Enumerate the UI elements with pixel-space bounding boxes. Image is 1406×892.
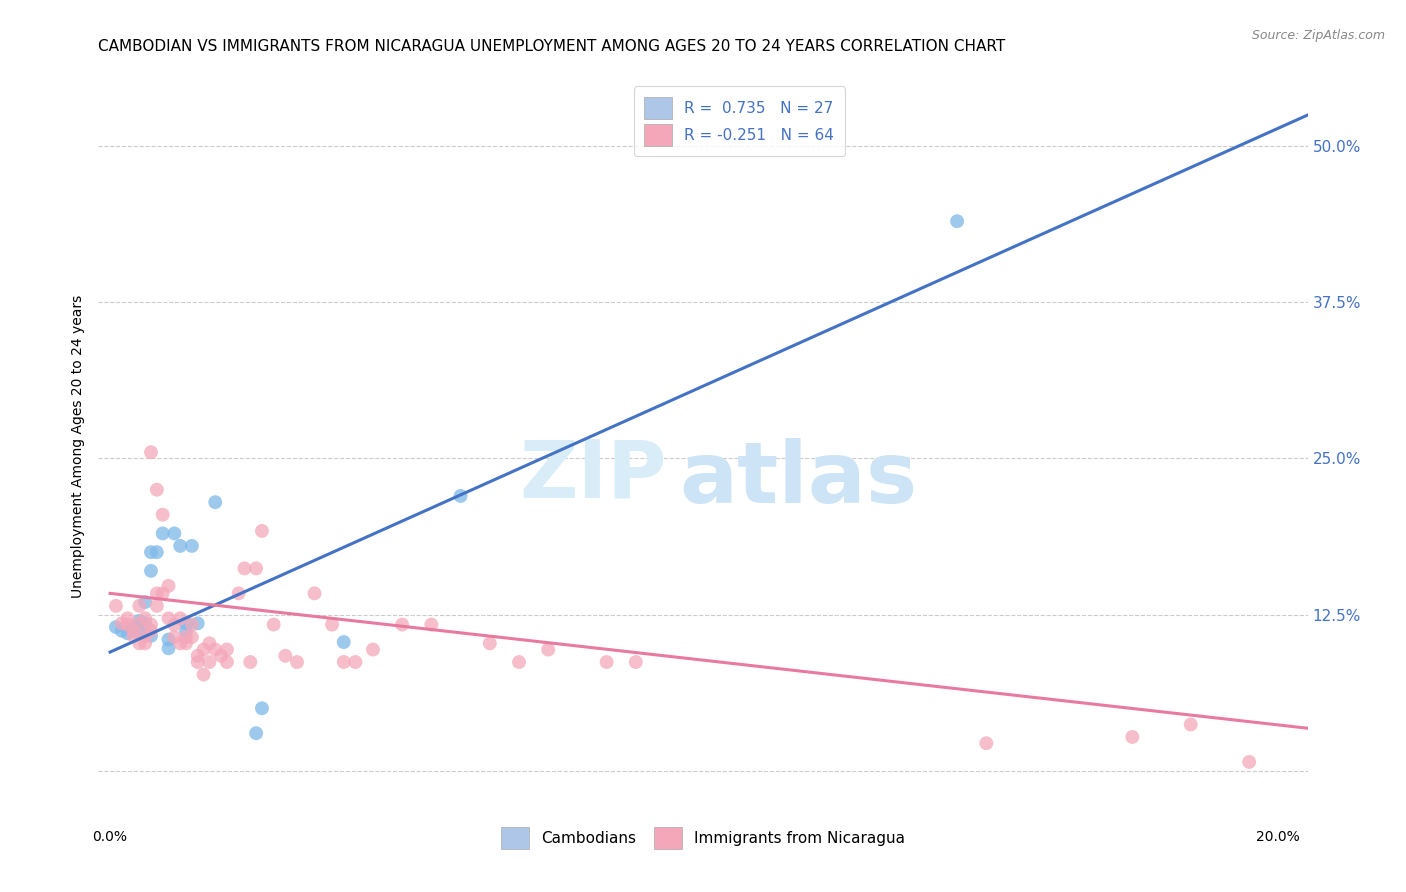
Point (128, 614, 150, 628)
Point (134, 629, 156, 643)
Point (169, 636, 191, 650)
Point (163, 630, 186, 644)
Point (180, 630, 202, 644)
Point (193, 642, 215, 657)
Point (193, 667, 215, 681)
Point (169, 611, 191, 625)
Point (128, 616, 150, 631)
Point (478, 636, 501, 650)
Point (239, 655, 262, 669)
Point (139, 445, 162, 459)
Point (304, 586, 326, 600)
Point (157, 611, 180, 625)
Point (117, 626, 139, 640)
Point (157, 641, 180, 656)
Point (174, 630, 197, 644)
Point (139, 545, 162, 559)
Title: CAMBODIAN VS IMMIGRANTS FROM NICARAGUA UNEMPLOYMENT AMONG AGES 20 TO 24 YEARS CO: CAMBODIAN VS IMMIGRANTS FROM NICARAGUA U… (98, 38, 1005, 54)
Y-axis label: Unemployment Among Ages 20 to 24 years: Unemployment Among Ages 20 to 24 years (70, 294, 84, 598)
Point (122, 620, 145, 634)
Point (122, 629, 145, 643)
Point (163, 526, 186, 541)
Point (157, 632, 180, 647)
Point (624, 655, 647, 669)
Point (157, 579, 180, 593)
Point (361, 642, 384, 657)
Point (1180, 717, 1202, 731)
Point (321, 617, 343, 632)
Point (134, 595, 156, 609)
Point (104, 620, 127, 634)
Point (245, 726, 267, 740)
Point (198, 655, 221, 669)
Point (946, 214, 969, 228)
Point (139, 629, 162, 643)
Point (134, 611, 156, 625)
Point (134, 636, 156, 650)
Point (250, 524, 273, 538)
Point (537, 642, 560, 657)
Point (274, 648, 297, 663)
Point (263, 617, 285, 632)
Point (146, 586, 169, 600)
Point (344, 655, 367, 669)
Point (391, 617, 413, 632)
Point (174, 624, 197, 638)
Point (198, 636, 221, 650)
Point (146, 545, 169, 559)
Point (139, 624, 162, 638)
Point (117, 611, 139, 625)
Point (163, 617, 186, 632)
Legend: Cambodians, Immigrants from Nicaragua: Cambodians, Immigrants from Nicaragua (492, 818, 914, 858)
Point (204, 495, 226, 509)
Point (134, 616, 156, 631)
Point (974, 736, 997, 750)
Point (152, 526, 174, 541)
Point (174, 636, 197, 650)
Point (1121, 730, 1143, 744)
Point (332, 635, 354, 649)
Point (146, 599, 169, 613)
Point (104, 599, 127, 613)
Point (128, 636, 150, 650)
Point (215, 655, 238, 669)
Point (180, 539, 202, 553)
Point (209, 648, 232, 663)
Point (450, 489, 472, 503)
Point (128, 599, 150, 613)
Point (187, 655, 209, 669)
Point (169, 539, 191, 553)
Point (332, 655, 354, 669)
Point (139, 564, 162, 578)
Point (250, 701, 273, 715)
Point (187, 616, 209, 631)
Point (204, 642, 226, 657)
Point (233, 561, 256, 575)
Point (228, 586, 250, 600)
Point (508, 655, 530, 669)
Point (146, 483, 169, 497)
Text: atlas: atlas (679, 438, 917, 521)
Point (139, 617, 162, 632)
Text: Source: ZipAtlas.com: Source: ZipAtlas.com (1251, 29, 1385, 43)
Point (285, 655, 308, 669)
Point (152, 508, 174, 522)
Point (122, 624, 145, 638)
Point (152, 586, 174, 600)
Point (111, 616, 134, 631)
Point (117, 617, 139, 632)
Point (180, 617, 202, 632)
Point (595, 655, 617, 669)
Point (128, 626, 150, 640)
Point (174, 616, 197, 631)
Text: ZIP: ZIP (519, 437, 666, 515)
Point (215, 642, 238, 657)
Point (245, 561, 267, 575)
Point (111, 624, 134, 638)
Point (1237, 755, 1260, 769)
Point (187, 648, 209, 663)
Point (420, 617, 443, 632)
